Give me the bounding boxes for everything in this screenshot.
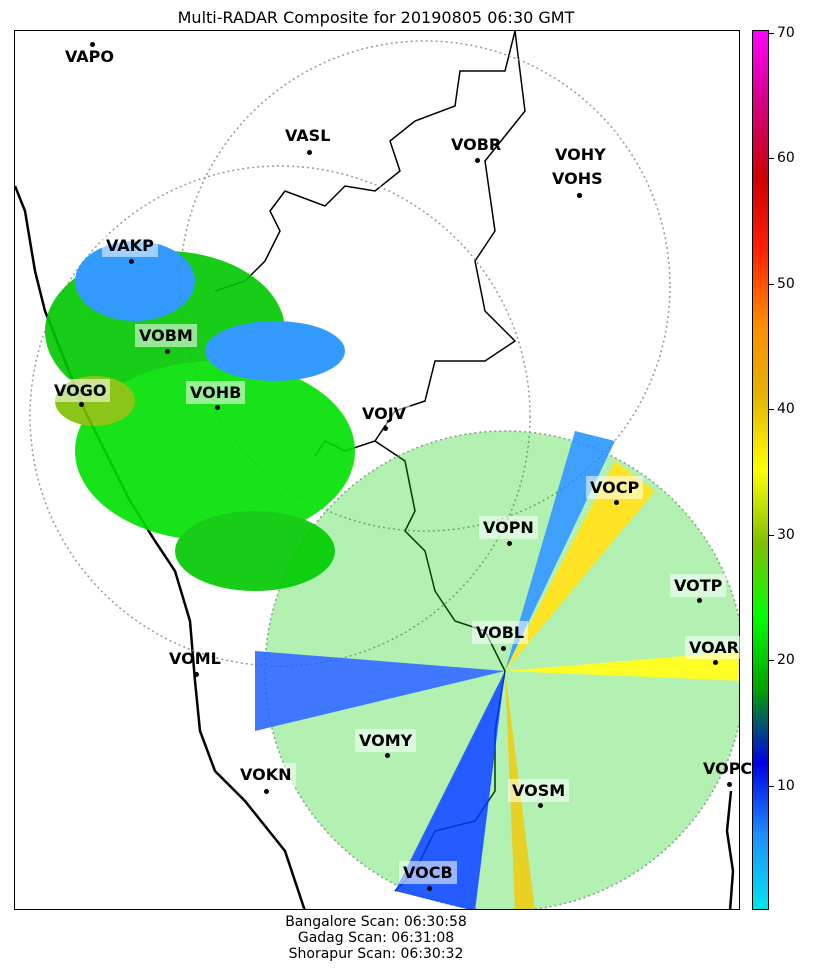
station-label-vopc: VOPC [703,759,753,778]
colorbar-tick-label: 10 [777,778,795,794]
station-marker [577,193,582,198]
station-label-voar: VOAR [685,636,743,659]
station-label-vobr: VOBR [451,135,502,154]
radar-map-canvas [15,31,739,909]
colorbar-tick-label: 40 [777,401,795,417]
range-ring [29,165,531,667]
colorbar-tick-label: 60 [777,150,795,166]
station-label-vapo: VAPO [65,47,115,66]
colorbar-tick [769,535,774,536]
station-label-vohy: VOHY [555,145,606,164]
radar-map-panel [14,30,740,910]
station-marker [501,646,506,651]
station-marker [264,789,269,794]
station-label-vohs: VOHS [552,169,603,188]
station-marker [79,402,84,407]
station-label-vosm: VOSM [508,779,570,802]
station-marker [475,158,480,163]
scan-time-bangalore: Bangalore Scan: 06:30:58 [285,914,467,930]
colorbar-tick [769,786,774,787]
station-label-votp: VOTP [670,574,727,597]
colorbar-tick [769,284,774,285]
station-marker [614,500,619,505]
state-boundary [314,31,526,457]
station-label-vogo: VOGO [50,379,111,402]
station-marker [385,753,390,758]
colorbar-tick [769,409,774,410]
range-ring [179,40,671,532]
station-marker [165,349,170,354]
scan-time-gadag: Gadag Scan: 06:31:08 [297,930,455,946]
range-ring [264,430,739,909]
station-marker [507,541,512,546]
station-label-voml: VOML [169,649,221,668]
station-label-vojv: VOJV [358,402,411,425]
map-title: Multi-RADAR Composite for 20190805 06:30… [177,8,575,27]
station-label-vocp: VOCP [586,476,644,499]
station-label-vobm: VOBM [135,324,197,347]
station-marker [215,405,220,410]
scan-time-shorapur: Shorapur Scan: 06:30:32 [288,946,464,962]
colorbar-tick [769,158,774,159]
station-label-vocb: VOCB [399,861,457,884]
colorbar-tick [769,660,774,661]
scan-times: Bangalore Scan: 06:30:58 Gadag Scan: 06:… [0,914,752,962]
colorbar-tick [769,33,774,34]
station-marker [194,672,199,677]
station-label-vohb: VOHB [186,381,246,404]
station-label-vokn: VOKN [236,763,296,786]
colorbar [752,30,769,910]
station-label-vobl: VOBL [472,621,529,644]
reflectivity-gadag [45,241,355,591]
station-label-vopn: VOPN [479,516,538,539]
station-marker [129,259,134,264]
station-marker [727,782,732,787]
station-marker [713,660,718,665]
state-boundary [214,31,516,292]
colorbar-tick-label: 20 [777,652,795,668]
station-label-vomy: VOMY [355,729,417,752]
coastline [15,185,306,909]
coastline-east [725,790,735,909]
station-marker [427,886,432,891]
colorbar-tick-label: 30 [777,527,795,543]
station-marker [307,150,312,155]
station-marker [90,42,95,47]
station-marker [383,426,388,431]
colorbar-tick-label: 50 [777,276,795,292]
station-marker [697,598,702,603]
station-label-vakp: VAKP [102,234,158,257]
station-label-vasl: VASL [285,126,331,145]
colorbar-tick-label: 70 [777,25,795,41]
station-marker [538,803,543,808]
